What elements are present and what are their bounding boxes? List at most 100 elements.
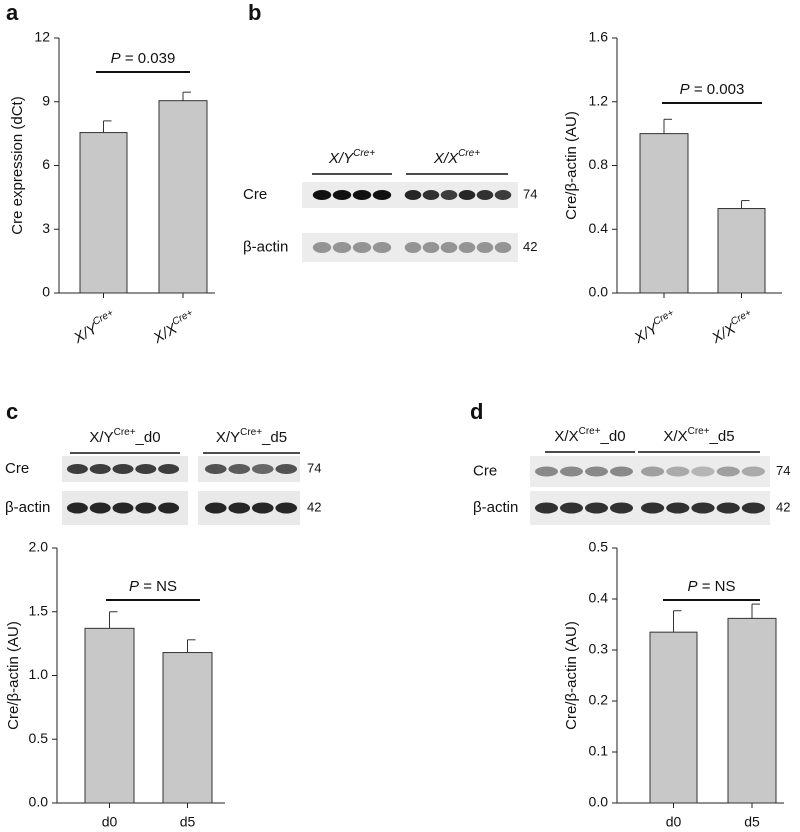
row-label: Cre xyxy=(243,186,267,203)
blot-band xyxy=(89,502,111,514)
panel-label: b xyxy=(248,0,261,25)
blot-band xyxy=(135,464,157,474)
row-label: β-actin xyxy=(5,499,50,516)
y-tick-label: 1.5 xyxy=(29,602,49,618)
blot-band xyxy=(404,242,422,253)
blot-band xyxy=(352,242,372,253)
y-tick-label: 12 xyxy=(34,29,50,45)
blot-band xyxy=(275,464,298,474)
bar xyxy=(649,631,698,804)
error-bar xyxy=(109,611,118,629)
blot-band xyxy=(476,190,494,200)
blot-band xyxy=(158,502,180,514)
blot-band xyxy=(312,190,332,200)
blot-image xyxy=(302,233,518,262)
error-bar xyxy=(741,200,750,209)
blot-band xyxy=(440,190,458,200)
x-tick-label: X/YCre+ xyxy=(629,307,680,347)
error-bar xyxy=(663,118,672,134)
blot-band xyxy=(372,242,392,253)
error-bar xyxy=(103,120,112,133)
blot-band xyxy=(610,502,633,514)
y-tick-label: 1.6 xyxy=(589,29,609,45)
row-label: Cre xyxy=(5,460,29,477)
blot-band xyxy=(691,466,715,477)
blot-band xyxy=(585,466,608,477)
y-tick-label: 0.1 xyxy=(589,743,609,759)
blot-band xyxy=(610,466,633,477)
blot-band xyxy=(275,502,298,514)
blot-band xyxy=(251,502,274,514)
y-axis-label: Cre/β-actin (AU) xyxy=(563,111,580,220)
blot-band xyxy=(228,464,251,474)
blot-band xyxy=(741,466,765,477)
x-tick-label: d5 xyxy=(180,814,196,830)
bar xyxy=(717,208,766,294)
blot-band xyxy=(66,502,88,514)
blot-band xyxy=(422,242,440,253)
significance-label: P = NS xyxy=(688,578,736,595)
blot-band xyxy=(332,242,352,253)
y-tick-label: 6 xyxy=(42,156,50,172)
error-bar xyxy=(751,603,760,619)
group-label: X/YCre+ xyxy=(328,148,375,167)
blot-band xyxy=(476,242,494,253)
blot-band xyxy=(494,190,512,200)
blot-band xyxy=(112,502,134,514)
blot-band xyxy=(535,502,558,514)
y-tick-label: 0.4 xyxy=(589,590,609,606)
x-tick-label: d5 xyxy=(744,814,760,830)
error-bar xyxy=(182,91,191,101)
panel-label: a xyxy=(6,0,19,25)
y-tick-label: 0.4 xyxy=(589,220,609,236)
row-label: Cre xyxy=(473,462,497,479)
size-label: 74 xyxy=(523,186,537,201)
blot-band xyxy=(422,190,440,200)
blot-band xyxy=(716,466,740,477)
y-axis-label: Cre expression (dCt) xyxy=(9,96,26,234)
significance-label: P = 0.039 xyxy=(111,50,176,67)
blot-image xyxy=(530,456,770,487)
blot-band xyxy=(560,466,583,477)
size-label: 74 xyxy=(307,460,321,475)
blot-band xyxy=(494,242,512,253)
blot-band xyxy=(332,190,352,200)
row-label: β-actin xyxy=(243,238,288,255)
blot-band xyxy=(666,466,690,477)
y-tick-label: 0.0 xyxy=(589,794,609,810)
y-tick-label: 3 xyxy=(42,220,50,236)
blot-band xyxy=(352,190,372,200)
blot-band xyxy=(535,466,558,477)
blot-band xyxy=(372,190,392,200)
significance-label: P = 0.003 xyxy=(680,81,745,98)
blot-band xyxy=(585,502,608,514)
blot-band xyxy=(204,464,227,474)
blot-band xyxy=(251,464,274,474)
bar xyxy=(84,627,135,804)
blot-band xyxy=(204,502,227,514)
blot-band xyxy=(228,502,251,514)
size-label: 42 xyxy=(776,499,790,514)
y-tick-label: 0.8 xyxy=(589,156,609,172)
blot-band xyxy=(666,502,690,514)
bar xyxy=(727,617,777,804)
blot-band xyxy=(716,502,740,514)
x-tick-label: X/XCre+ xyxy=(707,307,758,347)
error-bar xyxy=(673,610,682,633)
blot-band xyxy=(458,242,476,253)
bar xyxy=(162,652,213,804)
bar xyxy=(79,132,128,294)
y-tick-label: 0.2 xyxy=(589,692,609,708)
blot-band xyxy=(404,190,422,200)
blot-band xyxy=(560,502,583,514)
group-label: X/YCre+_d5 xyxy=(216,427,287,446)
panel-label: d xyxy=(470,399,483,424)
y-axis-label: Cre/β-actin (AU) xyxy=(563,621,580,730)
group-label: X/XCre+ xyxy=(433,148,480,167)
blot-band xyxy=(312,242,332,253)
blot-band xyxy=(89,464,111,474)
size-label: 74 xyxy=(776,463,790,478)
y-tick-label: 1.0 xyxy=(29,666,49,682)
y-tick-label: 0.3 xyxy=(589,641,609,657)
